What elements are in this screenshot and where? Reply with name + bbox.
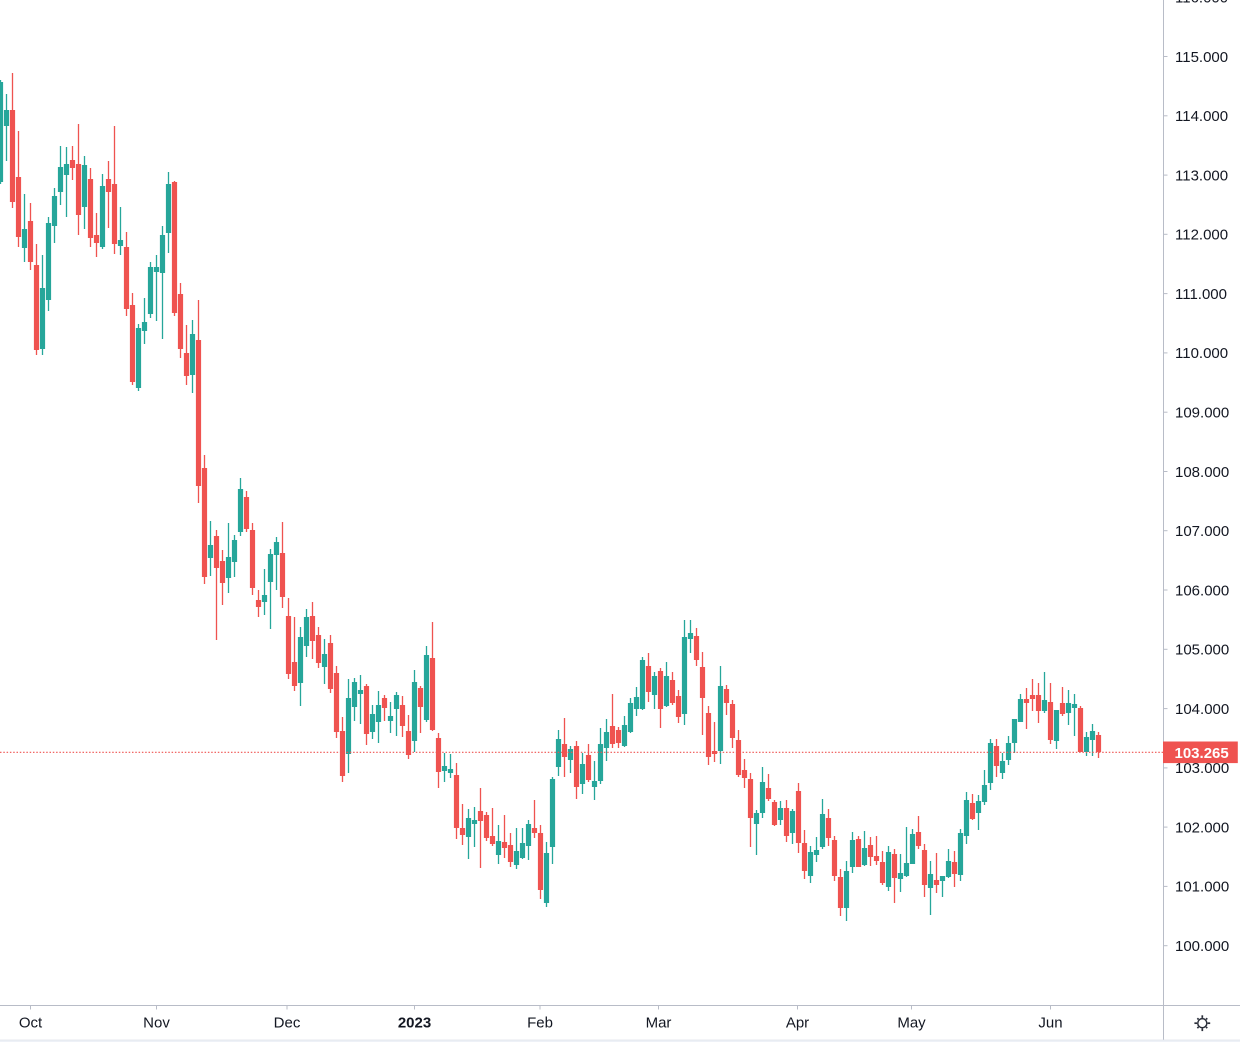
svg-text:Apr: Apr <box>786 1015 809 1032</box>
svg-text:116.000: 116.000 <box>1175 0 1228 7</box>
svg-text:115.000: 115.000 <box>1175 49 1228 66</box>
svg-text:105.000: 105.000 <box>1175 642 1229 659</box>
svg-text:108.000: 108.000 <box>1175 464 1229 481</box>
svg-text:113.000: 113.000 <box>1175 167 1228 184</box>
svg-text:May: May <box>897 1015 926 1032</box>
svg-text:109.000: 109.000 <box>1175 405 1229 422</box>
svg-text:112.000: 112.000 <box>1175 227 1228 244</box>
svg-text:106.000: 106.000 <box>1175 582 1229 599</box>
svg-text:101.000: 101.000 <box>1175 879 1229 896</box>
svg-text:2023: 2023 <box>398 1015 431 1032</box>
svg-text:103.000: 103.000 <box>1175 760 1229 777</box>
svg-text:104.000: 104.000 <box>1175 701 1229 718</box>
svg-text:114.000: 114.000 <box>1175 108 1228 125</box>
svg-text:100.000: 100.000 <box>1175 938 1229 955</box>
svg-text:Oct: Oct <box>19 1015 43 1032</box>
svg-text:Dec: Dec <box>274 1015 301 1032</box>
svg-text:Nov: Nov <box>143 1015 170 1032</box>
svg-text:Mar: Mar <box>646 1015 672 1032</box>
svg-text:Feb: Feb <box>527 1015 553 1032</box>
svg-text:102.000: 102.000 <box>1175 819 1229 836</box>
svg-text:107.000: 107.000 <box>1175 523 1229 540</box>
svg-text:103.265: 103.265 <box>1175 745 1229 762</box>
svg-text:Jun: Jun <box>1038 1015 1062 1032</box>
svg-text:111.000: 111.000 <box>1175 286 1227 303</box>
svg-text:110.000: 110.000 <box>1175 345 1228 362</box>
